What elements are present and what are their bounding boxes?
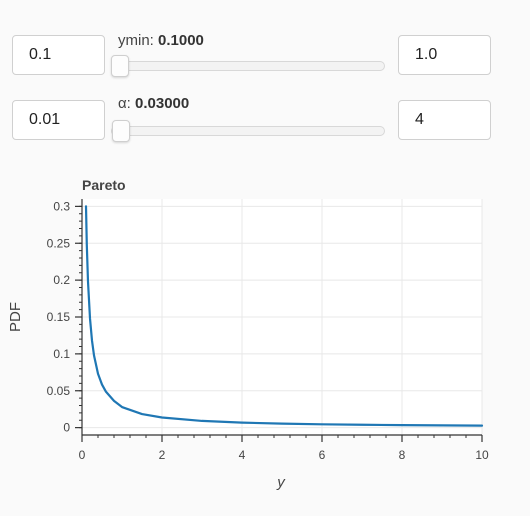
x-tick-label: 8 — [399, 448, 406, 462]
x-tick-label: 4 — [239, 448, 246, 462]
x-tick-label: 6 — [319, 448, 326, 462]
x-tick-label: 2 — [159, 448, 166, 462]
x-tick-label: 0 — [79, 448, 86, 462]
y-tick-label: 0.2 — [53, 273, 70, 287]
y-tick-label: 0.1 — [53, 347, 70, 361]
y-axis-label: PDF — [7, 302, 24, 332]
chart-title: Pareto — [82, 177, 126, 193]
y-tick-label: 0.3 — [53, 199, 70, 213]
y-tick-label: 0.05 — [47, 384, 71, 398]
x-tick-label: 10 — [475, 448, 489, 462]
y-tick-label: 0 — [63, 421, 70, 435]
y-tick-label: 0.25 — [47, 236, 71, 250]
y-tick-label: 0.15 — [47, 310, 71, 324]
x-axis-label: y — [276, 474, 286, 491]
